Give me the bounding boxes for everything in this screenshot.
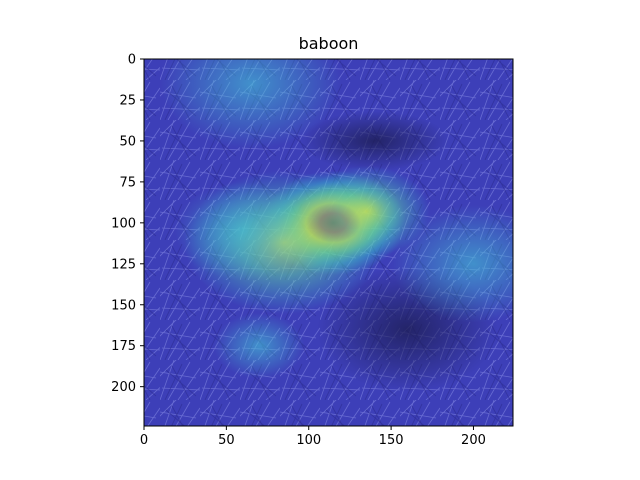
y-tick-label: 100 [111, 216, 136, 231]
y-tick-label: 0 [128, 53, 136, 68]
heatmap-hotspot [214, 313, 305, 379]
y-tick-label: 175 [111, 339, 136, 354]
chart-title: baboon [299, 34, 359, 53]
y-tick-label: 75 [119, 175, 136, 190]
x-tick-label: 200 [461, 433, 486, 448]
x-tick-label: 0 [140, 433, 148, 448]
y-tick-label: 125 [111, 257, 136, 272]
heatmap-hotspot [174, 182, 311, 280]
heatmap-hotspot [391, 205, 513, 323]
x-tick-label: 100 [296, 433, 321, 448]
y-tick-label: 200 [111, 380, 136, 395]
heatmap-image [144, 59, 513, 426]
y-tick-label: 25 [119, 93, 136, 108]
plot-frame [143, 58, 514, 427]
x-axis: 0 50 100 150 200 [140, 426, 486, 448]
x-tick-label: 50 [218, 433, 235, 448]
y-tick-label: 50 [119, 134, 136, 149]
x-tick-label: 150 [379, 433, 404, 448]
heatmap-hotspot [160, 59, 342, 149]
subject-shadow [300, 111, 449, 171]
y-tick-label: 150 [111, 298, 136, 313]
y-axis: 0 25 50 75 100 125 150 175 200 [111, 53, 144, 395]
